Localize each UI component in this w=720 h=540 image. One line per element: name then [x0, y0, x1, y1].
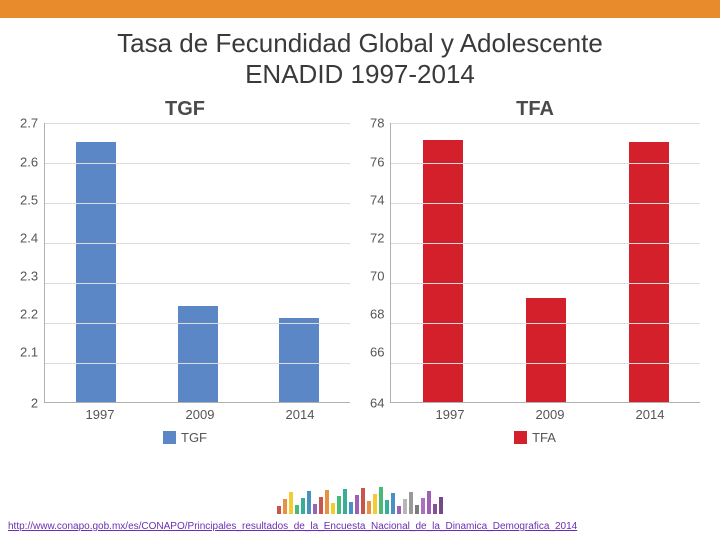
y-tick: 2.3: [20, 269, 38, 282]
logo-bar: [433, 504, 437, 514]
logo-bar: [415, 505, 419, 514]
logo-bar: [397, 506, 401, 514]
logo-bar: [283, 499, 287, 514]
gridline: [391, 243, 700, 244]
gridline: [45, 243, 350, 244]
logo-bar: [277, 506, 281, 514]
gridline: [45, 163, 350, 164]
y-tick: 2.2: [20, 308, 38, 321]
chart-tfa-legend: TFA: [370, 430, 700, 445]
logo-bar: [319, 497, 323, 514]
y-tick: 2.5: [20, 193, 38, 206]
chart-tgf-title: TGF: [20, 98, 350, 121]
logo-bar: [307, 491, 311, 514]
x-tick: 2009: [150, 407, 250, 422]
chart-tfa-bars: [391, 123, 700, 402]
x-tick: 1997: [50, 407, 150, 422]
y-tick: 64: [370, 397, 384, 410]
legend-label-tfa: TFA: [532, 430, 556, 445]
y-tick: 74: [370, 193, 384, 206]
chart-tfa: TFA 78 76 74 72 70 68 66 64 199720092014 TFA: [370, 98, 700, 445]
y-tick: 72: [370, 231, 384, 244]
legend-swatch-tfa: [514, 431, 527, 444]
gridline: [45, 323, 350, 324]
chart-tgf-plot-area: [44, 123, 350, 403]
chart-tfa-plot-area: [390, 123, 700, 403]
logo-bar: [295, 505, 299, 514]
gridline: [391, 363, 700, 364]
y-tick: 66: [370, 346, 384, 359]
logo-bar: [391, 493, 395, 514]
y-tick: 68: [370, 308, 384, 321]
logo-bar: [409, 492, 413, 514]
y-tick: 78: [370, 117, 384, 130]
x-tick: 2014: [600, 407, 700, 422]
y-tick: 70: [370, 269, 384, 282]
y-tick: 2.4: [20, 231, 38, 244]
gridline: [391, 123, 700, 124]
y-tick: 2: [31, 397, 38, 410]
legend-swatch-tgf: [163, 431, 176, 444]
chart-tgf-yaxis: 2.72.62.52.42.32.22.12: [20, 123, 44, 403]
chart-tgf-bars: [45, 123, 350, 402]
logos-decorative: [250, 478, 470, 514]
bar: [279, 318, 319, 402]
gridline: [45, 363, 350, 364]
logo-bar: [349, 502, 353, 514]
chart-tgf-xaxis: 199720092014: [20, 407, 350, 422]
gridline: [391, 283, 700, 284]
logo-bar: [343, 489, 347, 514]
charts-container: TGF 2.72.62.52.42.32.22.12 199720092014 …: [0, 96, 720, 445]
x-tick: 2009: [500, 407, 600, 422]
bar-slot: [147, 306, 249, 402]
top-accent-bar: [0, 0, 720, 18]
bar: [178, 306, 218, 402]
y-tick: 2.7: [20, 117, 38, 130]
chart-tgf-plot-wrap: 2.72.62.52.42.32.22.12: [20, 123, 350, 403]
bar: [526, 298, 566, 402]
gridline: [45, 283, 350, 284]
chart-tfa-yaxis: 7876747270686664: [370, 123, 390, 403]
y-tick: 2.1: [20, 346, 38, 359]
logo-bar: [439, 497, 443, 514]
chart-tfa-plot-wrap: 7876747270686664: [370, 123, 700, 403]
logo-bar: [379, 487, 383, 514]
logo-bar: [421, 498, 425, 514]
logo-bar: [427, 491, 431, 514]
logo-bar: [355, 495, 359, 514]
logo-bar: [367, 501, 371, 514]
gridline: [391, 203, 700, 204]
logo-bar: [331, 503, 335, 514]
y-tick: 2.6: [20, 155, 38, 168]
logo-bar: [361, 488, 365, 514]
chart-tfa-title: TFA: [370, 98, 700, 121]
slide-title: Tasa de Fecundidad Global y Adolescente …: [0, 18, 720, 96]
legend-label-tgf: TGF: [181, 430, 207, 445]
x-tick: 2014: [250, 407, 350, 422]
y-tick: 76: [370, 155, 384, 168]
logo-bar: [403, 499, 407, 514]
bar-slot: [494, 298, 597, 402]
chart-tfa-xaxis: 199720092014: [370, 407, 700, 422]
bar-slot: [248, 318, 350, 402]
logo-bar: [373, 494, 377, 514]
x-tick: 1997: [400, 407, 500, 422]
gridline: [45, 203, 350, 204]
source-link[interactable]: http://www.conapo.gob.mx/es/CONAPO/Princ…: [8, 521, 577, 532]
chart-tgf-legend: TGF: [20, 430, 350, 445]
logo-bar: [385, 500, 389, 514]
gridline: [391, 323, 700, 324]
title-line-2: ENADID 1997-2014: [30, 59, 690, 90]
logo-bar: [301, 498, 305, 514]
chart-tgf: TGF 2.72.62.52.42.32.22.12 199720092014 …: [20, 98, 350, 445]
title-line-1: Tasa de Fecundidad Global y Adolescente: [30, 28, 690, 59]
gridline: [45, 123, 350, 124]
logo-bar: [325, 490, 329, 514]
gridline: [391, 163, 700, 164]
logo-bar: [289, 492, 293, 514]
logo-bar: [337, 496, 341, 514]
logo-bar: [313, 504, 317, 514]
